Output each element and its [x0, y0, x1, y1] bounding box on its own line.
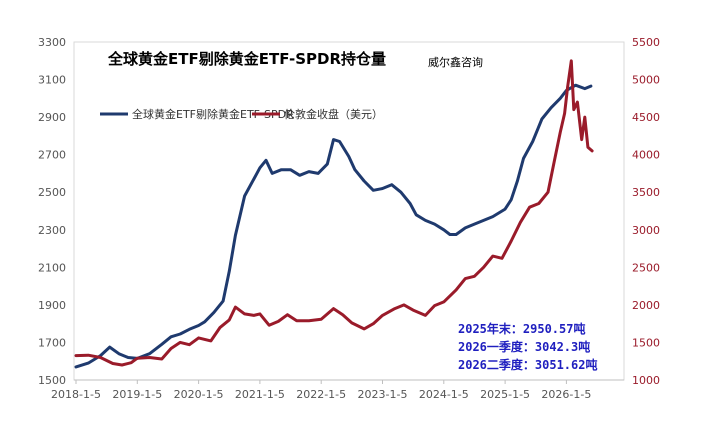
- legend-label-1: 全球黄金ETF剔除黄金ETF-SPDR: [132, 107, 294, 121]
- x-tick-label: 2021-1-5: [235, 388, 285, 401]
- x-tick-label: 2020-1-5: [174, 388, 224, 401]
- left-tick-label: 3300: [38, 36, 66, 49]
- right-tick-label: 3000: [632, 224, 660, 237]
- left-tick-label: 2100: [38, 261, 66, 274]
- x-axis: 2018-1-5 2019-1-5 2020-1-5 2021-1-5 2022-1-5…: [51, 380, 591, 401]
- right-tick-label: 2000: [632, 299, 660, 312]
- right-tick-label: 2500: [632, 261, 660, 274]
- x-tick-label: 2019-1-5: [112, 388, 162, 401]
- right-tick-label: 5000: [632, 74, 660, 87]
- left-tick-label: 2300: [38, 224, 66, 237]
- left-tick-label: 1900: [38, 299, 66, 312]
- left-axis: 1500 1700 1900 2100 2300 2500 2700 2900 3100 3300: [38, 36, 66, 387]
- x-tick-label: 2026-1-5: [541, 388, 591, 401]
- left-tick-label: 2900: [38, 111, 66, 124]
- x-tick-label: 2022-1-5: [296, 388, 346, 401]
- series-layer: [74, 59, 594, 369]
- series-line-2: [74, 59, 594, 367]
- right-axis: 1000 1500 2000 2500 3000 3500 4000 4500 5000 5500: [632, 36, 660, 387]
- left-tick-label: 2500: [38, 186, 66, 199]
- series-line-1: [74, 83, 593, 369]
- right-tick-label: 1500: [632, 336, 660, 349]
- right-tick-label: 4500: [632, 111, 660, 124]
- right-tick-label: 3500: [632, 186, 660, 199]
- source-label: 威尔鑫咨询: [428, 55, 483, 69]
- chart-title: 全球黄金ETF剔除黄金ETF-SPDR持仓量: [107, 50, 386, 68]
- x-tick-label: 2023-1-5: [358, 388, 408, 401]
- legend-label-2: 伦敦金收盘（美元）: [284, 107, 383, 121]
- right-tick-label: 1000: [632, 374, 660, 387]
- left-tick-label: 1500: [38, 374, 66, 387]
- left-tick-label: 1700: [38, 336, 66, 349]
- right-tick-label: 4000: [632, 149, 660, 162]
- left-tick-label: 3100: [38, 74, 66, 87]
- annotation-line-2: 2026一季度：3042.3吨: [458, 339, 590, 354]
- x-tick-label: 2018-1-5: [51, 388, 101, 401]
- annotation-box: 2025年末：2950.57吨 2026一季度：3042.3吨 2026二季度：30…: [458, 321, 597, 372]
- plot-area: [73, 41, 625, 381]
- right-tick-label: 5500: [632, 36, 660, 49]
- left-tick-label: 2700: [38, 149, 66, 162]
- annotation-line-1: 2025年末：2950.57吨: [458, 321, 585, 336]
- annotation-line-3: 2026二季度：3051.62吨: [458, 357, 597, 372]
- x-tick-label: 2024-1-5: [419, 388, 469, 401]
- x-tick-label: 2025-1-5: [480, 388, 530, 401]
